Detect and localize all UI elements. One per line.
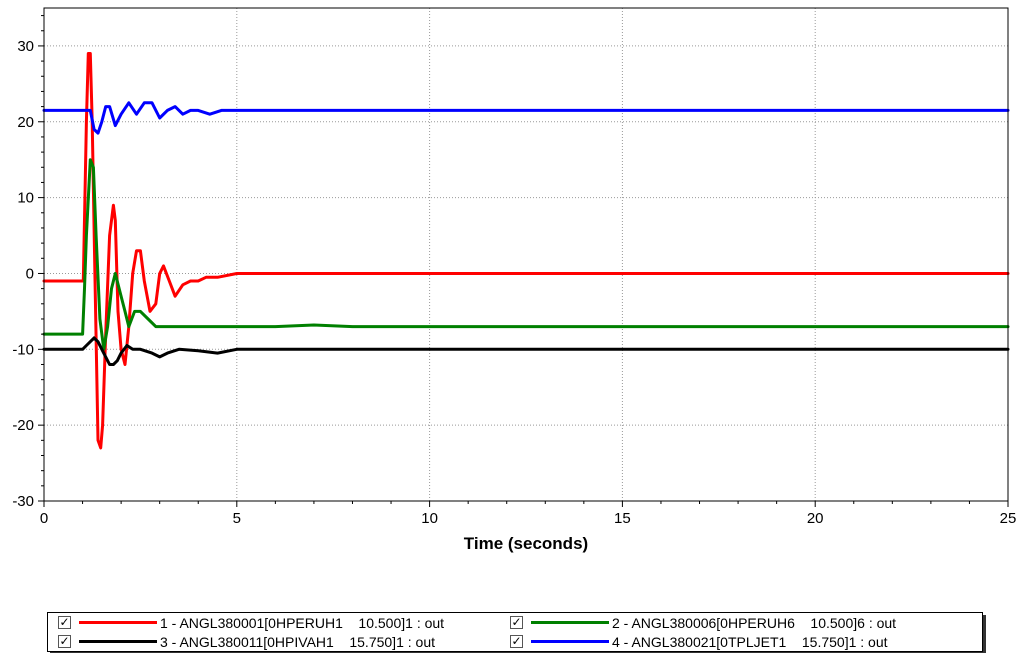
legend-swatch-3: [79, 640, 157, 643]
legend-item-2[interactable]: ✓ 2 - ANGL380006[0HPERUH6 10.500]6 : out: [510, 613, 896, 632]
y-tick-label: 20: [17, 114, 34, 131]
x-tick-label: 15: [614, 510, 631, 527]
y-tick-label: 10: [17, 190, 34, 207]
legend-swatch-1: [79, 621, 157, 624]
legend-item-1[interactable]: ✓ 1 - ANGL380001[0HPERUH1 10.500]1 : out: [58, 613, 444, 632]
x-tick-label: 5: [233, 510, 241, 527]
legend-label-4: 4 - ANGL380021[0TPLJET1 15.750]1 : out: [612, 633, 888, 650]
series-line-4: [42, 101, 1010, 135]
x-tick-label: 0: [40, 510, 48, 527]
axis-ticks: 0 5 10 15 20 25 -30 -20 -10 0 10 20 30: [12, 15, 1017, 527]
series-lines: [42, 52, 1010, 450]
legend-row-1: ✓ 1 - ANGL380001[0HPERUH1 10.500]1 : out…: [48, 613, 982, 632]
legend-checkbox-2[interactable]: ✓: [510, 615, 523, 629]
plot-area-frame: [43, 7, 1009, 502]
legend-label-3: 3 - ANGL380011[0HPIVAH1 15.750]1 : out: [160, 633, 435, 650]
y-tick-label: -30: [12, 493, 34, 510]
series-line-2: [42, 158, 1010, 351]
y-tick-label: 0: [26, 265, 34, 282]
legend-item-3[interactable]: ✓ 3 - ANGL380011[0HPIVAH1 15.750]1 : out: [58, 632, 435, 651]
series-line-1: [42, 52, 1010, 450]
legend-swatch-2: [531, 621, 609, 624]
legend-swatch-4: [531, 640, 609, 643]
y-tick-label: 30: [17, 38, 34, 55]
y-tick-label: -10: [12, 341, 34, 358]
series-line-3: [42, 336, 1010, 366]
legend-checkbox-1[interactable]: ✓: [58, 615, 71, 629]
x-tick-label: 10: [421, 510, 438, 527]
legend-item-4[interactable]: ✓ 4 - ANGL380021[0TPLJET1 15.750]1 : out: [510, 632, 888, 651]
grid: [44, 8, 1008, 501]
legend-checkbox-4[interactable]: ✓: [510, 634, 523, 648]
legend: ✓ 1 - ANGL380001[0HPERUH1 10.500]1 : out…: [47, 612, 983, 652]
legend-label-1: 1 - ANGL380001[0HPERUH1 10.500]1 : out: [160, 614, 445, 631]
line-chart: 0 5 10 15 20 25 -30 -20 -10 0 10 20 30 Time (seconds…: [12, 7, 1017, 553]
x-axis-label: Time (seconds): [464, 534, 588, 553]
legend-checkbox-3[interactable]: ✓: [58, 634, 71, 648]
x-tick-label: 25: [1000, 510, 1017, 527]
legend-row-2: ✓ 3 - ANGL380011[0HPIVAH1 15.750]1 : out…: [48, 632, 982, 651]
legend-label-2: 2 - ANGL380006[0HPERUH6 10.500]6 : out: [612, 614, 897, 631]
y-tick-label: -20: [12, 417, 34, 434]
x-tick-label: 20: [807, 510, 824, 527]
